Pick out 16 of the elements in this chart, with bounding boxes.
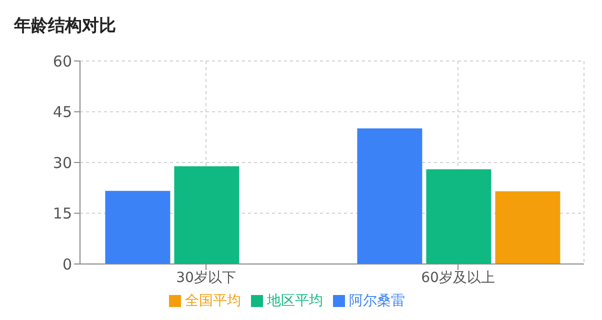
legend-label: 全国平均 bbox=[185, 293, 241, 309]
y-tick-label: 30 bbox=[52, 154, 72, 172]
bar bbox=[174, 166, 240, 264]
y-tick-label: 45 bbox=[52, 103, 72, 122]
x-tick-label: 30岁以下 bbox=[176, 270, 236, 286]
y-tick-label: 0 bbox=[62, 255, 72, 274]
y-tick-label: 60 bbox=[52, 52, 72, 70]
bar bbox=[357, 128, 422, 264]
bar bbox=[426, 169, 492, 264]
bar bbox=[105, 190, 170, 264]
y-tick-label: 15 bbox=[52, 204, 72, 223]
x-tick-label: 60岁及以上 bbox=[421, 270, 495, 286]
bar bbox=[495, 191, 560, 264]
legend-label: 地区平均 bbox=[267, 293, 323, 309]
legend-label: 阿尔桑雷 bbox=[349, 293, 405, 309]
chart-title: 年龄结构对比 bbox=[14, 15, 116, 37]
